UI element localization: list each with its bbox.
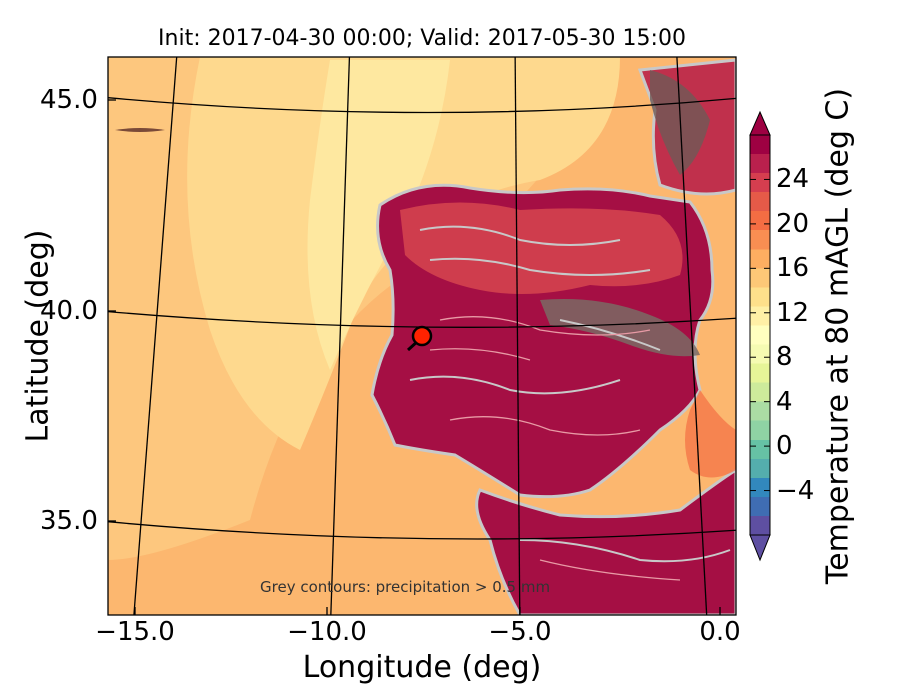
colorbar-tick-label: 12 — [776, 297, 810, 328]
x-tick-label: −15.0 — [95, 617, 175, 647]
colorbar-tick-label: 4 — [776, 386, 793, 417]
y-axis-label: Latitude (deg) — [20, 229, 56, 443]
africa-landmass — [475, 468, 736, 615]
x-tick-label: −10.0 — [287, 617, 367, 647]
colorbar-tick-label: −4 — [776, 475, 815, 506]
axes-frame — [107, 56, 737, 616]
temperature-contours — [429, 316, 681, 581]
x-tick-label: −5.0 — [488, 617, 552, 647]
graticule-lon-5 — [514, 57, 521, 615]
colorbar-tick-label: 20 — [776, 208, 810, 239]
y-tick-marks — [108, 99, 116, 522]
colorbar-tick-label: 8 — [776, 342, 793, 373]
map-area — [108, 57, 736, 615]
colorbar-body — [749, 134, 771, 536]
ocean-cool-band — [187, 57, 620, 450]
graticule-lon-15 — [133, 57, 178, 615]
x-axis-label: Longitude (deg) — [302, 650, 542, 685]
small-island — [115, 128, 165, 132]
colorbar-tick-marks — [750, 178, 770, 492]
colorbar-tick-label: 24 — [776, 164, 810, 195]
y-tick-label: 35.0 — [40, 506, 98, 536]
colorbar-tick-label: 16 — [776, 253, 810, 284]
colorbar-tick-label: 0 — [776, 431, 793, 462]
pyrenees-mountains — [540, 299, 700, 357]
graticule-lon-0 — [676, 57, 708, 615]
graticule-lat-35 — [108, 521, 736, 540]
colorbar-max-extend — [749, 110, 771, 136]
y-tick-label: 45.0 — [40, 85, 98, 115]
precipitation-note: Grey contours: precipitation > 0.5 mm — [260, 578, 551, 596]
site-marker — [411, 325, 433, 347]
plot-title: Init: 2017-04-30 00:00; Valid: 2017-05-3… — [158, 26, 686, 51]
graticule — [108, 57, 736, 615]
colorbar — [749, 110, 771, 562]
graticule-lon-10 — [330, 57, 351, 615]
x-tick-label: 0.0 — [699, 617, 741, 647]
northern-highlands — [400, 202, 683, 294]
colorbar-label: Temperature at 80 mAGL (deg C) — [820, 87, 856, 585]
x-tick-marks — [134, 607, 721, 615]
precipitation-contours — [409, 225, 731, 563]
graticule-lat-45 — [108, 97, 736, 114]
y-tick-label: 40.0 — [40, 296, 98, 326]
colorbar-min-extend — [749, 534, 771, 562]
